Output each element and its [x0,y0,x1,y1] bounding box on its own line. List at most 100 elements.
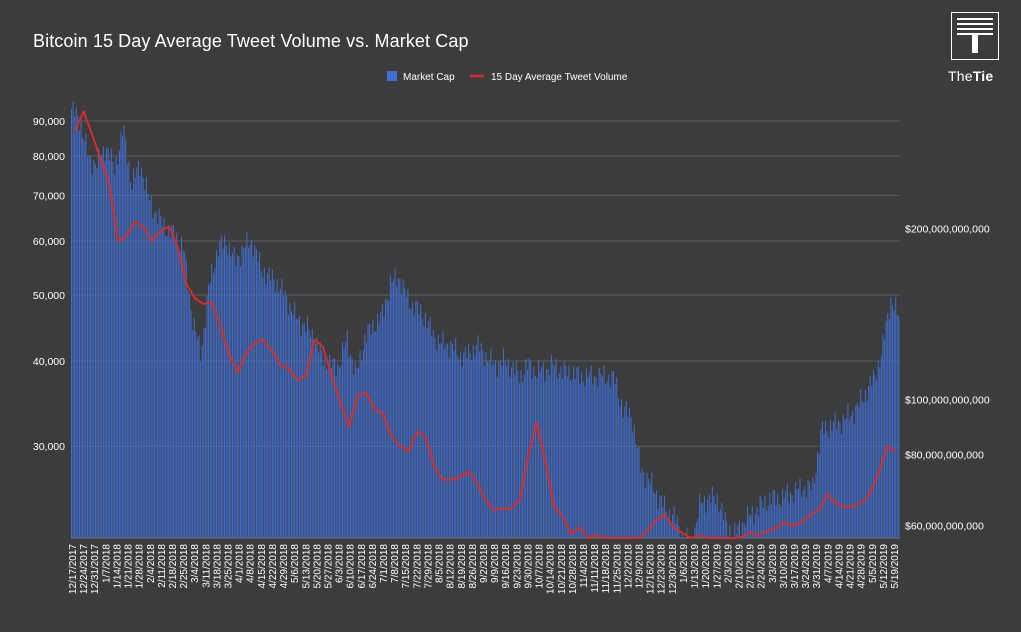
x-tick-label: 9/16/2018 [501,544,512,589]
market-cap-bar [281,278,283,538]
x-tick-label: 4/28/2019 [857,544,868,589]
market-cap-bar [836,428,838,538]
market-cap-bar [295,318,297,538]
market-cap-bar [115,156,117,539]
market-cap-bar [847,403,849,538]
market-cap-bar [896,314,898,538]
market-cap-bar [547,368,549,538]
market-cap-bar [278,291,280,538]
market-cap-bar [780,506,782,538]
market-cap-bar [303,323,305,538]
market-cap-bar [845,418,847,538]
market-cap-bar [600,373,602,538]
x-tick-label: 1/14/2018 [112,544,123,589]
market-cap-bar [697,518,699,538]
market-cap-bar [163,217,165,538]
market-cap-bar [734,522,736,538]
market-cap-bar [518,383,520,538]
x-tick-label: 9/30/2018 [523,544,534,589]
market-cap-bar [794,482,796,538]
market-cap-bar [182,250,184,538]
market-cap-bar [456,355,458,538]
market-cap-bar [716,493,718,538]
market-cap-bar [343,348,345,538]
market-cap-bar [122,136,124,538]
market-cap-bar [426,327,428,538]
market-cap-bar [235,265,237,538]
x-tick-label: 9/2/2018 [479,544,490,583]
market-cap-bar [879,367,881,538]
market-cap-bar [813,482,815,538]
market-cap-bar [176,232,178,538]
market-cap-bar [472,344,474,538]
legend: Market Cap 15 Day Average Tweet Volume [387,71,628,83]
market-cap-bar [342,341,344,538]
market-cap-bar [636,448,638,538]
market-cap-bar [413,315,415,538]
market-cap-bar [641,468,643,538]
x-tick-label: 1/7/2018 [101,544,112,583]
x-tick-label: 9/23/2018 [512,544,523,589]
market-cap-bar [319,341,321,538]
market-cap-bar [109,160,111,539]
market-cap-bar [753,523,755,538]
market-cap-bar [852,410,854,538]
x-tick-label: 12/2/2018 [623,544,634,589]
market-cap-bar [742,522,744,538]
x-tick-label: 7/22/2018 [412,544,423,589]
thetie-logo-text: TheTie [948,68,994,84]
market-cap-bar [664,495,666,538]
market-cap-bar [254,245,256,538]
market-cap-bar [566,376,568,538]
market-cap-bar [869,376,871,538]
market-cap-bar [372,320,374,538]
market-cap-bar [106,148,108,538]
market-cap-bar [75,107,77,538]
market-cap-bar [558,373,560,538]
market-cap-bar [233,246,235,539]
market-cap-bar [477,335,479,538]
legend-market-cap-label: Market Cap [403,72,455,83]
market-cap-bar [837,419,839,538]
legend-market-cap-swatch [387,71,397,81]
market-cap-bar [587,377,589,538]
market-cap-bar [354,362,356,538]
market-cap-bars [71,101,900,539]
x-tick-label: 1/13/2019 [690,544,701,589]
market-cap-bar [479,351,481,538]
market-cap-bar [533,366,535,538]
market-cap-bar [831,429,833,538]
market-cap-bar [628,407,630,538]
market-cap-bar [393,278,395,538]
y2-tick-label: $200,000,000,000 [905,223,990,235]
x-tick-label: 12/30/2018 [668,544,679,594]
market-cap-bar [410,309,412,538]
market-cap-bar [571,379,573,538]
market-cap-bar [877,361,879,538]
market-cap-bar [825,421,827,538]
market-cap-bar [166,235,168,538]
market-cap-bar [526,369,528,538]
market-cap-bar [638,446,640,538]
market-cap-bar [853,424,855,538]
market-cap-bar [796,489,798,538]
x-tick-label: 5/6/2018 [290,544,301,583]
x-tick-label: 9/9/2018 [490,544,501,583]
market-cap-bar [330,367,332,538]
x-tick-label: 3/25/2018 [224,544,235,589]
market-cap-bar [648,478,650,538]
market-cap-bar [603,365,605,538]
market-cap-bar [609,387,611,538]
market-cap-bar [694,527,696,538]
market-cap-bar [144,190,146,538]
market-cap-bar [284,290,286,538]
market-cap-bar [74,116,76,538]
market-cap-bar [380,311,382,538]
market-cap-bar [723,520,725,538]
market-cap-bar [775,505,777,538]
market-cap-bar [308,329,310,538]
market-cap-bar [381,304,383,538]
x-tick-label: 3/31/2019 [812,544,823,589]
market-cap-bar [538,360,540,538]
